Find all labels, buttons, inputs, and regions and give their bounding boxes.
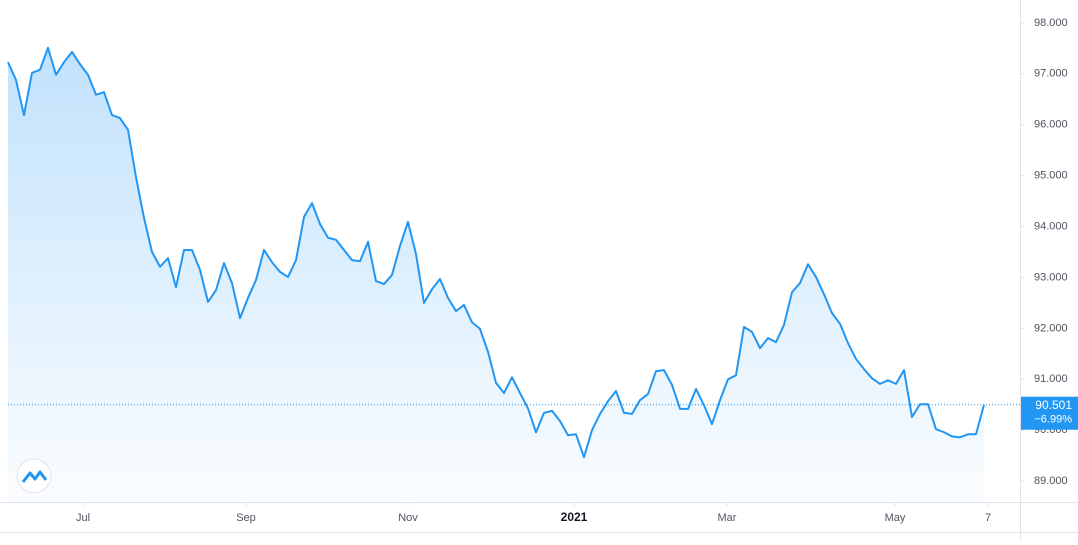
- price-line: [7, 46, 985, 459]
- y-tick-label: 97.000: [1034, 68, 1068, 80]
- x-tick-label: 2021: [561, 510, 588, 524]
- plot-area: [7, 46, 1020, 503]
- x-tick-label: Sep: [236, 512, 256, 524]
- y-tick-label: 89.000: [1034, 475, 1068, 487]
- logo: [16, 458, 52, 494]
- x-tick-label: Mar: [718, 512, 737, 524]
- change-label: −6.99%: [1034, 414, 1072, 426]
- last-price-box: [1021, 396, 1078, 430]
- x-tick-label: 7: [985, 512, 991, 524]
- y-tick-label: 92.000: [1034, 322, 1068, 334]
- x-tick-label: Nov: [398, 512, 418, 524]
- y-tick-label: 91.000: [1034, 373, 1068, 385]
- y-tick-label: 98.000: [1034, 17, 1068, 29]
- y-tick-label: 95.000: [1034, 170, 1068, 182]
- y-tick-label: 94.000: [1034, 220, 1068, 232]
- y-tick-label: 96.000: [1034, 119, 1068, 131]
- x-tick-label: May: [885, 512, 906, 524]
- area-fill: [8, 47, 984, 503]
- y-tick-label: 93.000: [1034, 271, 1068, 283]
- x-tick-label: Jul: [76, 512, 90, 524]
- last-price-label: 90.501: [1035, 398, 1072, 412]
